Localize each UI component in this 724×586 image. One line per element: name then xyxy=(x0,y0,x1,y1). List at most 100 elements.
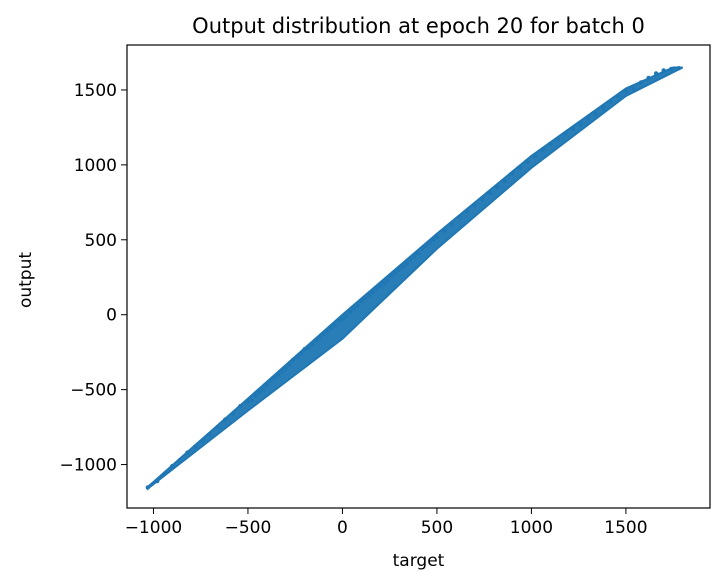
data-point xyxy=(389,273,394,278)
data-point xyxy=(404,261,409,266)
data-point xyxy=(408,257,413,262)
data-point xyxy=(653,71,659,76)
data-point xyxy=(563,131,568,136)
data-point xyxy=(344,314,349,319)
y-tick-label: −1000 xyxy=(59,456,117,476)
x-tick-label: −500 xyxy=(225,518,272,538)
x-tick-label: 1000 xyxy=(510,518,553,538)
data-point xyxy=(162,471,167,476)
data-point xyxy=(555,137,561,142)
data-point xyxy=(396,267,402,272)
data-point xyxy=(347,309,353,314)
data-point xyxy=(378,284,383,289)
data-point xyxy=(336,318,341,323)
data-band xyxy=(146,66,684,491)
data-point xyxy=(283,366,288,371)
data-point xyxy=(215,424,220,430)
data-point xyxy=(155,478,160,484)
data-point xyxy=(532,153,538,159)
data-point xyxy=(207,432,213,437)
x-tick-label: −1000 xyxy=(125,518,183,538)
data-point xyxy=(616,93,621,99)
data-point xyxy=(638,80,644,85)
data-point xyxy=(362,296,368,301)
data-point xyxy=(317,334,322,340)
data-point xyxy=(495,185,500,190)
data-point xyxy=(412,254,417,259)
data-point xyxy=(302,346,307,352)
data-point xyxy=(593,111,598,117)
data-point xyxy=(306,345,311,350)
data-point xyxy=(646,75,651,81)
data-point xyxy=(192,444,198,449)
data-point xyxy=(170,463,175,469)
data-point xyxy=(430,237,436,242)
data-point xyxy=(457,215,462,220)
data-point xyxy=(294,354,300,359)
data-point xyxy=(287,361,292,367)
data-point xyxy=(623,89,629,94)
data-point xyxy=(548,141,553,147)
data-point xyxy=(260,387,266,392)
data-point xyxy=(332,323,338,328)
data-point xyxy=(321,331,326,337)
data-point xyxy=(400,264,406,269)
data-point xyxy=(442,228,447,233)
data-point xyxy=(480,197,485,202)
x-tick-label: 500 xyxy=(421,518,453,538)
data-point xyxy=(502,179,508,184)
data-point xyxy=(340,317,345,322)
x-axis-label: target xyxy=(393,551,445,571)
data-point xyxy=(223,417,228,422)
x-tick-label: 1500 xyxy=(604,518,647,538)
data-point xyxy=(279,369,285,374)
data-point xyxy=(661,68,666,73)
data-point xyxy=(381,281,387,286)
data-point xyxy=(272,375,277,380)
data-point xyxy=(487,191,493,196)
data-point xyxy=(449,222,455,228)
data-point xyxy=(291,357,296,362)
data-point xyxy=(313,337,319,343)
data-point xyxy=(510,171,515,177)
data-point xyxy=(268,378,273,383)
data-point xyxy=(570,126,576,132)
data-point xyxy=(366,293,372,298)
data-point xyxy=(419,246,425,251)
data-point xyxy=(359,299,364,304)
data-point xyxy=(264,382,270,388)
x-tick-label: 0 xyxy=(337,518,348,538)
data-point xyxy=(423,243,428,248)
data-point xyxy=(298,351,304,356)
data-point xyxy=(325,328,330,334)
data-points-layer xyxy=(145,66,682,490)
data-point xyxy=(238,403,243,409)
data-point xyxy=(427,240,432,245)
data-point xyxy=(669,66,674,72)
data-point xyxy=(351,306,356,311)
y-tick-label: 1500 xyxy=(74,81,117,101)
data-point xyxy=(415,251,421,256)
data-point xyxy=(200,438,205,443)
data-point xyxy=(310,342,315,347)
data-point xyxy=(328,325,334,331)
data-point xyxy=(525,159,530,165)
data-point xyxy=(631,86,636,91)
data-point xyxy=(275,372,281,377)
data-point xyxy=(177,457,183,463)
axis-ticks-layer: −1000 −500 0 500 1000 1500 −1000 −500 0 500 1000 15… xyxy=(59,81,647,538)
data-point xyxy=(185,450,190,455)
y-tick-label: 1000 xyxy=(74,156,117,176)
y-axis-label: output xyxy=(16,252,36,308)
data-point xyxy=(385,278,390,283)
data-point xyxy=(540,147,545,153)
y-tick-label: 500 xyxy=(85,231,117,251)
data-point xyxy=(472,203,477,208)
data-point xyxy=(608,99,613,105)
y-tick-label: 0 xyxy=(106,306,117,326)
chart-title: Output distribution at epoch 20 for batc… xyxy=(192,14,645,38)
plot-frame xyxy=(126,44,711,509)
data-point xyxy=(676,66,682,71)
data-band-layer xyxy=(146,66,684,491)
